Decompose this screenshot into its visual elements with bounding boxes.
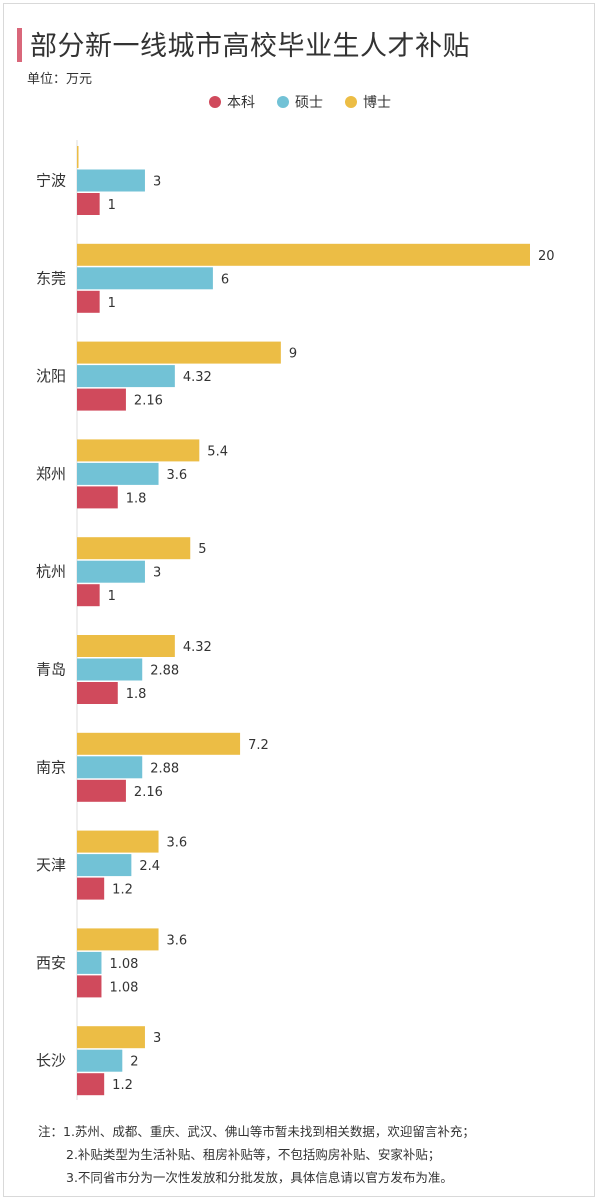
data-label-boshi: 5.4 [207,444,228,459]
bar-shuoshi [77,462,159,485]
bar-shuoshi [77,267,213,290]
category-label: 西安 [36,954,66,972]
bar-boshi [77,146,79,168]
bar-boshi [77,341,281,364]
legend: 本科 硕士 博士 [0,92,600,112]
bar-boshi [77,928,159,951]
data-label-shuoshi: 2.4 [139,859,160,874]
data-label-benke: 2.16 [134,785,163,800]
footnote-3: 3.不同省市分为一次性发放和分批发放，具体信息请以官方发布为准。 [66,1170,453,1185]
bar-shuoshi [77,365,175,388]
data-label-shuoshi: 2.88 [150,664,179,679]
data-label-benke: 1 [108,589,116,604]
legend-label-shuoshi: 硕士 [295,95,323,111]
category-label: 青岛 [36,661,66,679]
bar-benke [77,193,100,215]
legend-label-boshi: 博士 [363,95,391,111]
legend-item-boshi: 博士 [345,92,391,112]
legend-item-benke: 本科 [209,92,255,112]
bar-boshi [77,635,175,657]
bar-benke [77,290,100,313]
legend-item-shuoshi: 硕士 [277,92,323,112]
legend-label-benke: 本科 [227,95,255,111]
bar-benke [77,388,126,411]
bar-shuoshi [77,560,145,583]
data-label-boshi: 20 [538,249,555,264]
category-label: 沈阳 [36,367,66,385]
bar-benke [77,975,102,998]
category-label: 长沙 [36,1052,66,1070]
bar-shuoshi [77,658,143,681]
bar-shuoshi [77,854,132,877]
bar-shuoshi [77,1049,123,1072]
data-label-boshi: 3.6 [167,836,188,851]
category-label: 天津 [36,856,66,874]
data-label-boshi: 3.6 [167,933,188,948]
chart-frame [3,3,595,1197]
data-label-shuoshi: 1.08 [109,957,138,972]
data-label-shuoshi: 4.32 [183,370,212,385]
bar-boshi [77,537,191,560]
data-label-benke: 1.08 [109,980,138,995]
bar-shuoshi [77,951,102,974]
data-label-benke: 1.8 [126,491,147,506]
bar-benke [77,682,118,704]
data-label-benke: 1.2 [112,1078,133,1093]
title-accent-bar [17,28,22,62]
data-label-benke: 1 [108,198,116,213]
unit-label: 单位：万元 [27,72,93,87]
data-label-boshi: 7.2 [248,738,269,753]
legend-swatch-boshi [345,96,357,108]
bar-benke [77,486,118,509]
category-label: 杭州 [36,563,66,581]
category-label: 南京 [36,758,66,776]
data-label-benke: 1.2 [112,883,133,898]
bar-boshi [77,1026,145,1049]
bar-shuoshi [77,756,143,779]
data-label-shuoshi: 2 [130,1055,138,1070]
bar-benke [77,584,100,607]
page-title: 部分新一线城市高校毕业生人才补贴 [30,31,470,62]
category-label: 郑州 [36,465,66,483]
footnote-1: 注：1.苏州、成都、重庆、武汉、佛山等市暂未找到相关数据，欢迎留言补充； [38,1124,475,1139]
data-label-shuoshi: 2.88 [150,761,179,776]
bar-boshi [77,830,159,853]
legend-swatch-benke [209,96,221,108]
legend-swatch-shuoshi [277,96,289,108]
bar-benke [77,779,126,802]
data-label-benke: 1 [108,296,116,311]
bar-boshi [77,439,200,462]
data-label-shuoshi: 3 [153,566,161,581]
data-label-shuoshi: 6 [221,272,229,287]
data-label-shuoshi: 3.6 [167,468,188,483]
bar-chart: 宁波 3 1 东莞 20 6 1 沈阳 9 4.32 2.16 郑州 5.4 3.6 1.8 杭州 5 3 1 青岛 4… [36,140,555,1100]
category-label: 宁波 [36,172,66,190]
data-label-boshi: 4.32 [183,640,212,655]
data-label-boshi: 3 [153,1031,161,1046]
data-label-benke: 2.16 [134,394,163,409]
data-label-benke: 1.8 [126,687,147,702]
bar-benke [77,1073,105,1096]
bar-shuoshi [77,169,145,192]
bar-benke [77,877,105,900]
bar-boshi [77,732,241,755]
data-label-boshi: 5 [198,542,206,557]
category-label: 东莞 [36,269,66,287]
footnotes: 注：1.苏州、成都、重庆、武汉、佛山等市暂未找到相关数据，欢迎留言补充； 2.补… [38,1120,475,1189]
bar-boshi [77,243,530,266]
footnote-2: 2.补贴类型为生活补贴、租房补贴等，不包括购房补贴、安家补贴； [66,1147,441,1162]
data-label-shuoshi: 3 [153,175,161,190]
data-label-boshi: 9 [289,347,297,362]
